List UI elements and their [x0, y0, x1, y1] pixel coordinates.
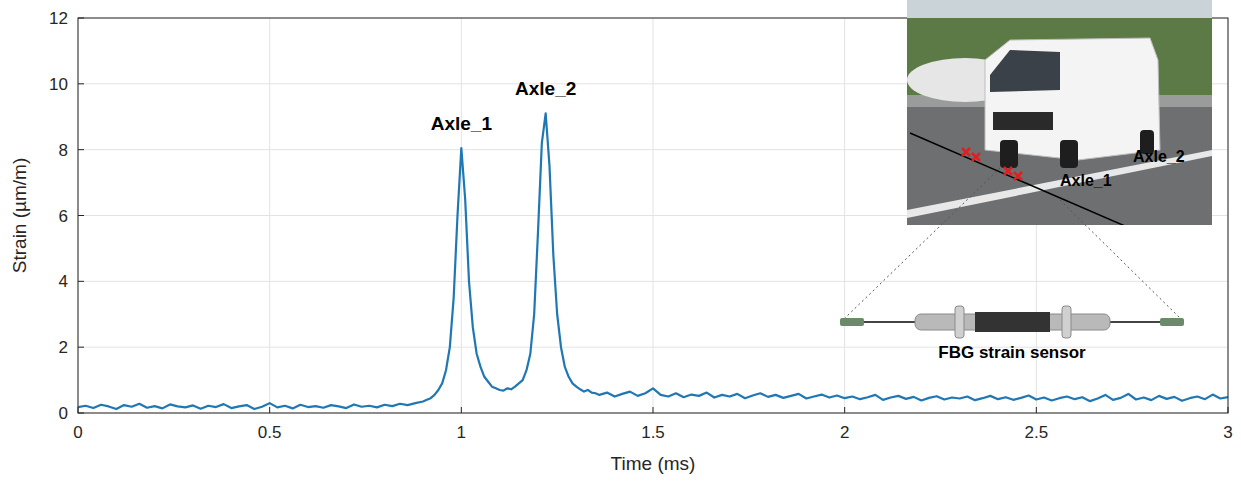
tick [844, 407, 845, 413]
wheel [1060, 140, 1078, 168]
wheel [1000, 140, 1018, 168]
tick-label: 0.5 [258, 423, 282, 442]
tick [461, 407, 462, 413]
y-axis-title: Strain (µm/m) [9, 158, 30, 273]
x-axis-title: Time (ms) [611, 453, 696, 474]
tick-label: 10 [49, 75, 68, 94]
sensor-label: FBG strain sensor [938, 343, 1086, 362]
van-grille [993, 112, 1053, 130]
connector [840, 318, 864, 326]
sensor-marker [972, 153, 980, 161]
sensor-marker [962, 148, 970, 156]
tick-label: 1 [457, 423, 466, 442]
tick [653, 407, 654, 413]
tick [78, 281, 84, 282]
tick [78, 83, 84, 84]
inset-label: Axle_2 [1133, 148, 1185, 165]
inset-photo [907, 0, 1212, 225]
sensor-line [910, 133, 1125, 225]
leader [1060, 200, 1180, 318]
tick-label: 1.5 [641, 423, 665, 442]
annotation: Axle_1 [431, 113, 493, 134]
sensor-marker [1014, 172, 1022, 180]
tick [78, 149, 84, 150]
chart: 0 0.5 1 1.5 2 2.5 3 0 2 4 6 8 10 12 Time (ms) Strain (µ… [0, 0, 1241, 488]
tick-label: 3 [1223, 423, 1232, 442]
tick-label: 0 [73, 423, 82, 442]
tick [78, 347, 84, 348]
tick-label: 8 [59, 141, 68, 160]
tick [269, 407, 270, 413]
sensor [840, 306, 1184, 338]
tick-label: 2 [59, 338, 68, 357]
tick [1036, 407, 1037, 413]
sensor-core [975, 312, 1050, 332]
sensor-marker [1004, 167, 1012, 175]
tick-label: 2 [840, 423, 849, 442]
leader [845, 168, 1000, 318]
tick-label: 6 [59, 207, 68, 226]
tick [78, 215, 84, 216]
tick-label: 12 [49, 9, 68, 28]
flange [955, 306, 964, 338]
flange [1062, 306, 1071, 338]
sky [907, 0, 1212, 18]
grid-line [78, 281, 1228, 282]
road [907, 0, 1212, 225]
annotation: Axle_2 [515, 78, 576, 99]
inset-label: Axle_1 [1060, 172, 1112, 189]
tick-label: 0 [59, 404, 68, 423]
van-windshield [990, 50, 1060, 92]
tick-label: 2.5 [1025, 423, 1049, 442]
tick-label: 4 [59, 272, 68, 291]
connector [1160, 318, 1184, 326]
